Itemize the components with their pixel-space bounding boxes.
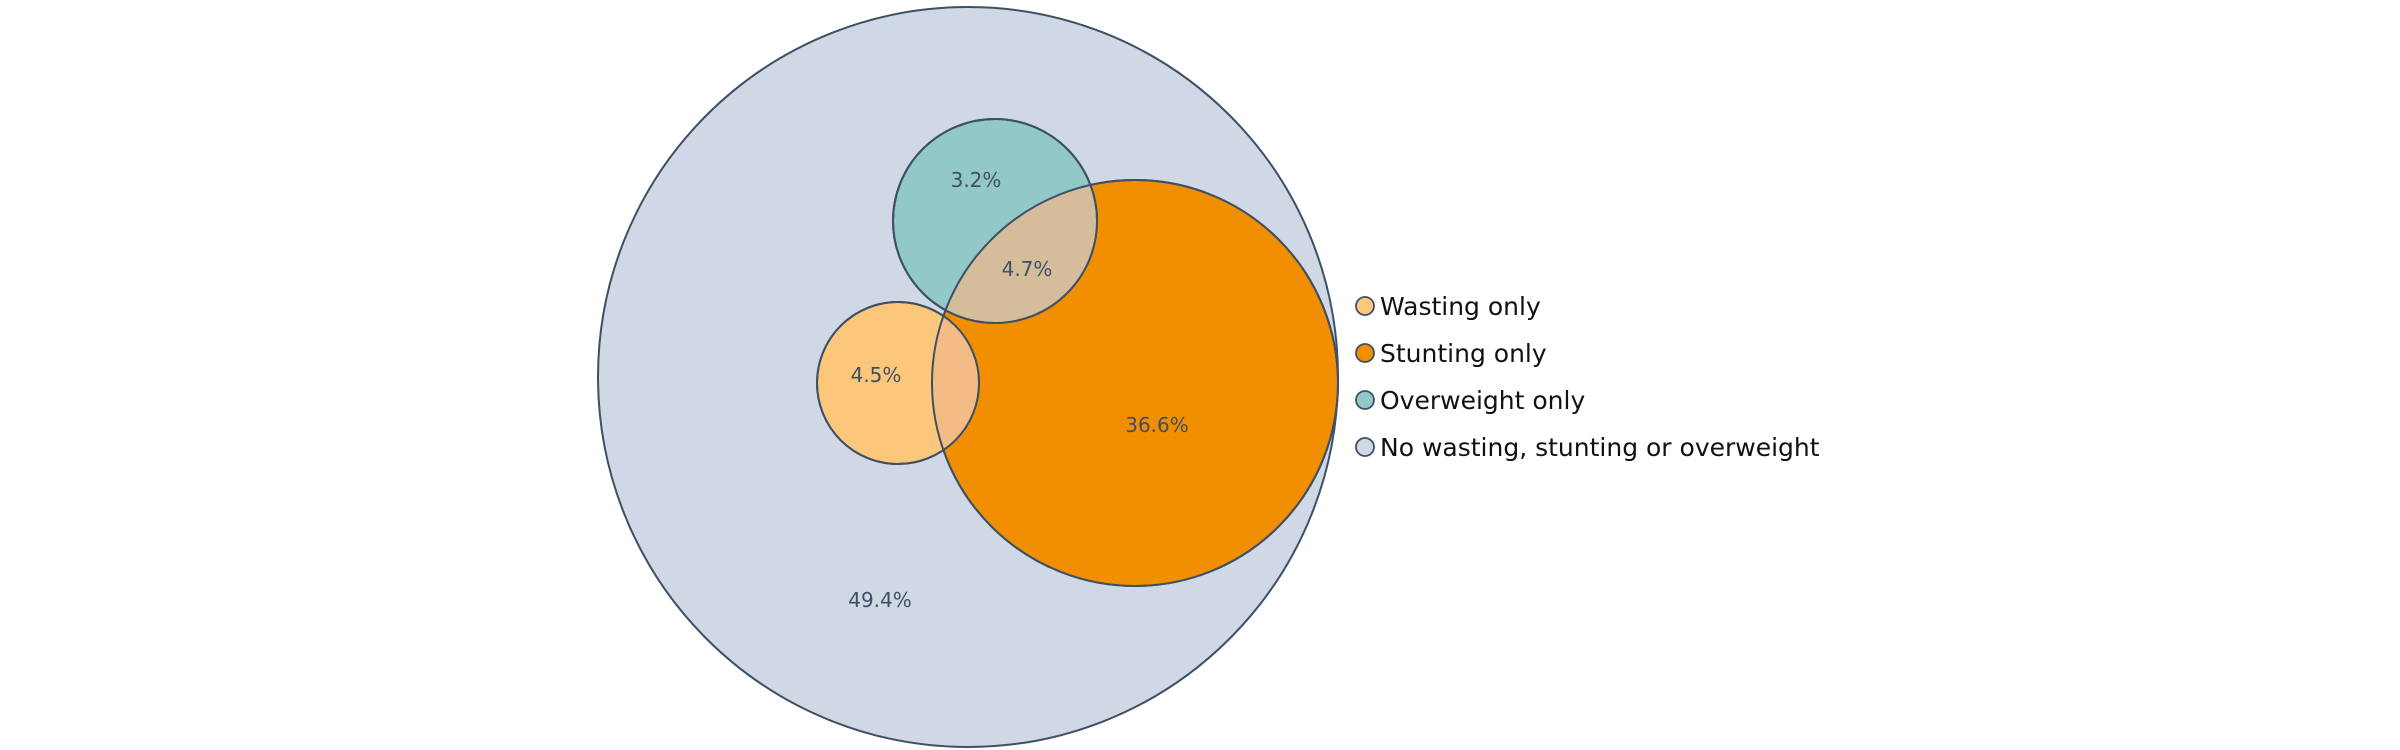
legend-label-none: No wasting, stunting or overweight — [1380, 433, 1820, 462]
outline-wasting — [816, 301, 980, 465]
legend-item-overweight: Overweight only — [1355, 386, 1585, 415]
intersection-wasting-stunting — [932, 302, 979, 464]
label-wasting-only: 4.5% — [851, 363, 902, 387]
legend: Wasting only Stunting only Overweight on… — [1355, 292, 1820, 462]
region-labels: 49.4% 36.6% 4.7% 4.5% 3.2% — [848, 168, 1189, 612]
legend-item-none: No wasting, stunting or overweight — [1355, 433, 1820, 462]
label-overweight-and-stunting: 4.7% — [1002, 257, 1053, 281]
legend-item-wasting: Wasting only — [1355, 292, 1541, 321]
legend-item-stunting: Stunting only — [1355, 339, 1547, 368]
label-overweight-only: 3.2% — [951, 168, 1002, 192]
outline-overweight — [892, 118, 1098, 324]
legend-swatch-wasting — [1355, 296, 1375, 316]
legend-label-stunting: Stunting only — [1380, 339, 1547, 368]
legend-label-overweight: Overweight only — [1380, 386, 1585, 415]
outline-stunting — [931, 179, 1339, 587]
legend-swatch-stunting — [1355, 343, 1375, 363]
legend-label-wasting: Wasting only — [1380, 292, 1541, 321]
legend-swatch-none — [1355, 437, 1375, 457]
label-none: 49.4% — [848, 588, 912, 612]
legend-swatch-overweight — [1355, 390, 1375, 410]
venn-circles — [597, 6, 1339, 748]
label-stunting-only: 36.6% — [1125, 413, 1189, 437]
